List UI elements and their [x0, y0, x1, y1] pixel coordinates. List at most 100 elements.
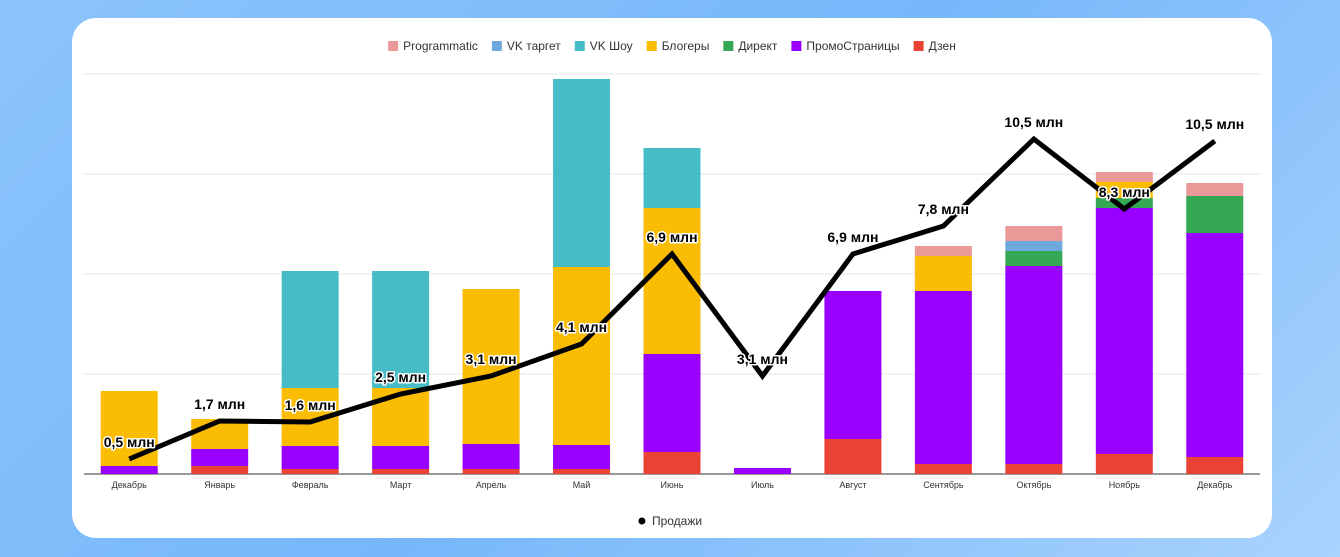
legend-swatch	[913, 41, 924, 51]
bar-segment	[914, 246, 972, 256]
x-tick-label: Август	[839, 480, 866, 490]
legend-label: Дзен	[929, 39, 956, 53]
sales-data-label: 3,1 млн	[466, 351, 517, 367]
bar-segment	[914, 256, 972, 291]
legend-item: ПромоСтраницы	[791, 39, 900, 53]
sales-data-label: 4,1 млн	[556, 319, 607, 335]
bar-segment	[553, 267, 611, 445]
bar-segment	[1005, 251, 1063, 266]
bar-segment	[1005, 241, 1063, 251]
bar-segment	[553, 445, 611, 469]
sales-data-label: 10,5 млн	[1185, 116, 1244, 132]
sales-data-label: 1,7 млн	[194, 396, 245, 412]
bar-segment	[643, 354, 701, 452]
bar-segment	[100, 391, 158, 466]
bar-segment	[553, 469, 611, 474]
legend-label: Programmatic	[403, 39, 478, 53]
legend-swatch	[574, 41, 585, 51]
bar-segment	[372, 469, 430, 474]
legend-label: Блогеры	[662, 39, 710, 53]
legend-swatch	[646, 41, 657, 51]
stacked-bar-line-chart: Programmatic VK таргет VK Шоу Блогеры Директ…	[84, 39, 1260, 528]
legend-swatch	[491, 41, 502, 51]
bar-segment	[372, 271, 430, 388]
bar-segment	[1186, 457, 1244, 474]
legend-marker	[638, 517, 646, 525]
x-axis-ticks: Декабрь Январь Февраль Март Апрель Май Июнь Июл…	[112, 480, 1233, 490]
x-tick-label: Апрель	[476, 480, 507, 490]
x-tick-label: Июль	[751, 480, 774, 490]
bar-segment	[191, 449, 249, 466]
legend-label: ПромоСтраницы	[806, 39, 899, 53]
x-tick-label: Декабрь	[112, 480, 147, 490]
bar-segment	[372, 388, 430, 446]
sales-data-label: 6,9 млн	[827, 229, 878, 245]
legend-label: VK Шоу	[590, 39, 633, 53]
bar-segment	[191, 419, 249, 449]
x-tick-label: Сентябрь	[923, 480, 964, 490]
chart-card: Programmatic VK таргет VK Шоу Блогеры Директ…	[72, 18, 1272, 538]
bar-segment	[462, 444, 520, 469]
bar-segment	[462, 469, 520, 474]
bar-segment	[914, 291, 972, 464]
bar-segment	[553, 79, 611, 267]
bar-segment	[1095, 198, 1153, 208]
bar-segment	[643, 452, 701, 474]
bar-segment	[1005, 464, 1063, 474]
bar-segment	[1186, 196, 1244, 233]
legend-item: Дзен	[913, 39, 956, 53]
bars	[100, 79, 1244, 474]
legend-label-sales: Продажи	[652, 514, 702, 528]
legend-swatch	[791, 41, 802, 51]
legend-item: Programmatic	[388, 39, 478, 53]
bar-segment	[1095, 182, 1153, 198]
legend-label: Директ	[738, 39, 778, 53]
legend-item: Блогеры	[646, 39, 710, 53]
legend-item: Директ	[723, 39, 778, 53]
x-tick-label: Ноябрь	[1109, 480, 1141, 490]
legend: Programmatic VK таргет VK Шоу Блогеры Директ…	[388, 39, 956, 53]
x-tick-label: Октябрь	[1016, 480, 1051, 490]
x-tick-label: Февраль	[292, 480, 329, 490]
sales-data-label: 3,1 млн	[737, 351, 788, 367]
line-legend: Продажи	[638, 514, 702, 528]
bar-segment	[281, 271, 339, 388]
bar-segment	[372, 446, 430, 469]
bar-segment	[1095, 208, 1153, 454]
sales-data-label: 2,5 млн	[375, 369, 426, 385]
legend-item-sales: Продажи	[638, 514, 702, 528]
legend-label: VK таргет	[507, 39, 561, 53]
sales-data-label: 6,9 млн	[646, 229, 697, 245]
bar-segment	[914, 464, 972, 474]
bar-segment	[1095, 454, 1153, 474]
x-tick-label: Январь	[204, 480, 235, 490]
legend-item: VK таргет	[491, 39, 561, 53]
sales-data-label: 8,3 млн	[1099, 184, 1150, 200]
bar-segment	[1186, 233, 1244, 457]
sales-line	[128, 135, 1217, 462]
x-tick-label: Март	[390, 480, 412, 490]
bar-segment	[281, 446, 339, 469]
sales-line-layer	[128, 135, 1217, 462]
bar-segment	[1095, 172, 1153, 182]
legend-swatch	[723, 41, 734, 51]
bar-segment	[100, 466, 158, 474]
x-tick-label: Июнь	[661, 480, 684, 490]
legend-swatch	[388, 41, 399, 51]
legend-item: VK Шоу	[574, 39, 633, 53]
sales-data-label: 7,8 млн	[918, 201, 969, 217]
bar-segment	[1005, 226, 1063, 241]
sales-data-label: 0,5 млн	[104, 434, 155, 450]
sales-data-label: 1,6 млн	[285, 397, 336, 413]
bar-segment	[1005, 266, 1063, 464]
bar-segment	[281, 469, 339, 474]
x-tick-label: Май	[573, 480, 591, 490]
bar-segment	[733, 468, 791, 474]
bar-segment	[1186, 183, 1244, 196]
bar-segment	[824, 291, 882, 439]
x-tick-label: Декабрь	[1197, 480, 1232, 490]
bar-segment	[824, 439, 882, 474]
data-labels: 0,5 млн 1,7 млн 1,6 млн 2,5 млн 3,1 млн 4,1 м…	[102, 113, 1245, 452]
bar-segment	[643, 148, 701, 208]
bar-segment	[191, 466, 249, 474]
